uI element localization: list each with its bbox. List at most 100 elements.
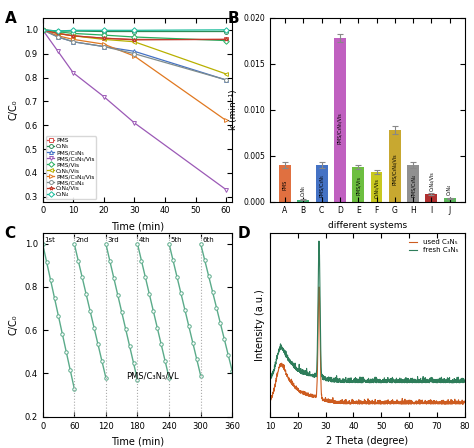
PMS/Vis	[40, 27, 46, 33]
Legend: PMS, C₃N₅, PMS/C₃N₅, PMS/C₃N₅/Vis, PMS/Vis, C₃N₅/Vis, PMS/C₃N₄/Vis, PMS/C₃N₄, C₃: PMS, C₃N₅, PMS/C₃N₅, PMS/C₃N₅/Vis, PMS/V…	[46, 137, 96, 198]
fresh C₃N₅	[462, 379, 467, 384]
fresh C₃N₅	[454, 380, 459, 385]
Bar	[279, 165, 291, 202]
PMS/C₃N₅/Vis	[71, 70, 76, 75]
Text: PMS/C₃N₄: PMS/C₃N₄	[410, 174, 416, 197]
Text: PMS/Vis: PMS/Vis	[356, 177, 361, 195]
C₃N₅/Vis	[101, 37, 107, 42]
used C₃N₅	[459, 401, 465, 406]
C₃N₅	[40, 27, 46, 33]
PMS/C₃N₄/Vis	[71, 37, 76, 42]
PMS/C₃N₄/Vis	[55, 33, 61, 39]
used C₃N₅	[462, 399, 467, 405]
PMS/Vis	[223, 38, 229, 43]
PMS/C₃N₄	[101, 44, 107, 49]
Text: PMS: PMS	[283, 180, 287, 190]
C₃N₅	[71, 28, 76, 34]
PMS/C₃N₄/Vis	[40, 27, 46, 33]
Text: PMS/C₃N₅/VL: PMS/C₃N₅/VL	[126, 372, 179, 381]
Text: D: D	[237, 226, 250, 241]
Bar	[407, 165, 419, 202]
Text: 5th: 5th	[171, 237, 182, 243]
Y-axis label: C/C₀: C/C₀	[9, 314, 19, 335]
C₃N₅/Vis	[40, 27, 46, 33]
C₃N₅	[223, 29, 229, 34]
PMS/Vis	[71, 31, 76, 36]
PMS/C₃N₅/Vis	[101, 94, 107, 99]
Bar	[352, 167, 364, 202]
Text: 4th: 4th	[139, 237, 151, 243]
PMS/C₃N₅/Vis	[40, 27, 46, 33]
PMS/Vis	[132, 34, 137, 40]
fresh C₃N₅	[335, 379, 340, 385]
C₃N₅/Vis	[71, 33, 76, 39]
Text: 3rd: 3rd	[108, 237, 119, 243]
PMS/C₃N₅	[132, 49, 137, 54]
used C₃N₅	[314, 374, 320, 379]
fresh C₃N₅	[425, 378, 431, 383]
Text: B: B	[228, 11, 239, 26]
PMS/C₃N₅/Vis	[55, 49, 61, 54]
fresh C₃N₅	[369, 379, 375, 384]
used C₃N₅	[335, 401, 340, 406]
fresh C₃N₅	[459, 379, 465, 384]
fresh C₃N₅	[357, 380, 363, 385]
Y-axis label: k (min⁻¹): k (min⁻¹)	[229, 90, 238, 130]
used C₃N₅	[369, 397, 375, 403]
PMS	[223, 37, 229, 42]
Line: C₃N₄/Vis: C₃N₄/Vis	[41, 28, 228, 42]
used C₃N₅	[267, 397, 273, 403]
PMS/C₃N₄	[132, 51, 137, 56]
Text: PMS/C₃N₄/Vis: PMS/C₃N₄/Vis	[392, 154, 397, 185]
PMS	[40, 27, 46, 33]
X-axis label: 2 Theta (degree): 2 Theta (degree)	[326, 436, 409, 446]
Line: PMS/C₃N₅/Vis: PMS/C₃N₅/Vis	[41, 28, 228, 192]
Line: C₃N₅/Vis: C₃N₅/Vis	[41, 28, 228, 76]
C₃N₄/Vis	[55, 31, 61, 36]
PMS/C₃N₅	[101, 44, 107, 49]
PMS/C₃N₄/Vis	[132, 53, 137, 59]
fresh C₃N₅	[316, 238, 322, 244]
used C₃N₅	[316, 284, 322, 290]
C₃N₄/Vis	[132, 37, 137, 43]
Text: 1st: 1st	[44, 237, 55, 243]
PMS/C₃N₅/Vis	[223, 187, 229, 192]
fresh C₃N₅	[314, 349, 320, 354]
used C₃N₅	[357, 401, 363, 406]
Line: C₃N₄: C₃N₄	[41, 28, 228, 33]
C₃N₄/Vis	[101, 35, 107, 41]
C₃N₅/Vis	[55, 31, 61, 36]
PMS	[71, 33, 76, 39]
PMS/C₃N₄/Vis	[101, 42, 107, 47]
PMS/C₃N₄	[223, 77, 229, 82]
Line: used C₃N₅: used C₃N₅	[270, 287, 465, 404]
fresh C₃N₅	[267, 376, 273, 382]
Text: 2nd: 2nd	[76, 237, 89, 243]
Line: C₃N₅: C₃N₅	[41, 28, 228, 34]
Text: C₃N₄/Vis: C₃N₄/Vis	[429, 171, 434, 190]
PMS	[55, 31, 61, 36]
C₃N₄	[71, 28, 76, 33]
C₃N₅/Vis	[132, 39, 137, 44]
PMS/C₃N₅	[223, 77, 229, 82]
PMS/Vis	[55, 29, 61, 34]
Text: C₃N₄: C₃N₄	[447, 184, 452, 195]
X-axis label: Time (min): Time (min)	[111, 221, 164, 231]
used C₃N₅	[425, 398, 431, 404]
Line: PMS/C₃N₅: PMS/C₃N₅	[41, 28, 228, 82]
Text: PMS/C₃N₅: PMS/C₃N₅	[319, 173, 324, 197]
C₃N₄	[40, 27, 46, 33]
used C₃N₅	[409, 401, 414, 407]
Y-axis label: C/C₀: C/C₀	[9, 99, 19, 120]
C₃N₄	[55, 28, 61, 34]
Text: C₃N₅: C₃N₅	[301, 185, 306, 196]
Bar	[444, 198, 456, 202]
C₃N₅	[55, 28, 61, 34]
Text: A: A	[5, 11, 17, 26]
PMS/C₃N₄	[71, 39, 76, 44]
PMS/C₃N₄	[40, 27, 46, 33]
Bar	[371, 172, 383, 202]
Line: PMS/Vis: PMS/Vis	[41, 28, 228, 43]
Bar	[426, 194, 438, 202]
PMS/C₃N₅	[40, 27, 46, 33]
